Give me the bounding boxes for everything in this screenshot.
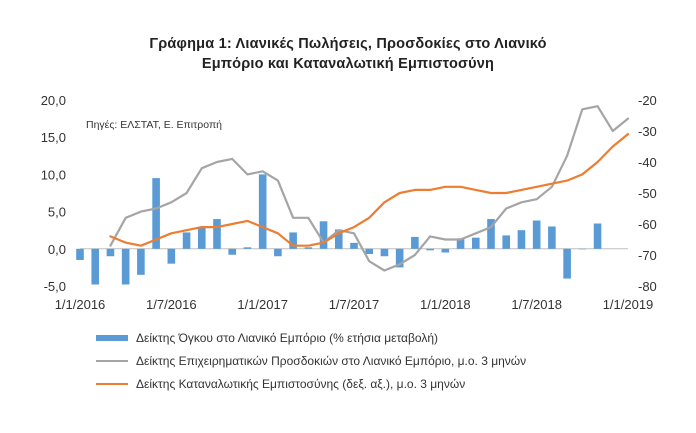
x-tick-label: 1/1/2019 [603, 297, 654, 312]
retail-volume-bar [167, 248, 176, 264]
legend-label-business-expectations: Δείκτης Επιχειρηματικών Προσδοκιών στο Λ… [136, 353, 527, 368]
retail-volume-bar [578, 248, 587, 250]
y-left-tick-label: -5,0 [44, 279, 66, 294]
retail-volume-bar [487, 219, 495, 249]
retail-volume-bar [258, 174, 267, 249]
retail-volume-bar [152, 178, 160, 249]
retail-volume-bar [471, 237, 480, 249]
retail-volume-bar [182, 232, 191, 249]
retail-volume-bar [426, 248, 434, 251]
x-tick-label: 1/7/2017 [329, 297, 380, 312]
retail-volume-bar [274, 248, 282, 257]
retail-volume-bar [593, 223, 602, 249]
legend-item-consumer-confidence: Δείκτης Καταναλωτικής Εμπιστοσύνης (δεξ.… [96, 372, 526, 395]
x-tick-label: 1/7/2016 [146, 297, 197, 312]
chart-title-line1: Γράφημα 1: Λιανικές Πωλήσεις, Προσδοκίες… [149, 36, 547, 52]
retail-volume-bar [395, 248, 404, 268]
y-right-tick-label: -50 [638, 186, 657, 201]
retail-volume-bar [121, 248, 130, 285]
retail-volume-bar [532, 220, 541, 249]
y-left-tick-label: 15,0 [41, 130, 66, 145]
y-right-tick-label: -70 [638, 248, 657, 263]
y-left-tick-label: 10,0 [41, 167, 66, 182]
chart-title: Γράφημα 1: Λιανικές Πωλήσεις, Προσδοκίες… [0, 34, 696, 74]
x-tick-label: 1/7/2018 [511, 297, 562, 312]
legend-swatch-retail-volume [96, 334, 128, 341]
retail-volume-bar [365, 248, 374, 255]
retail-volume-bar [319, 221, 328, 249]
consumer-confidence-line [109, 133, 630, 247]
y-left-tick-label: 5,0 [48, 205, 66, 220]
retail-volume-bar [304, 247, 313, 249]
x-tick-label: 1/1/2018 [420, 297, 471, 312]
y-right-tick-label: -40 [638, 155, 657, 170]
legend-swatch-consumer-confidence [96, 382, 128, 385]
retail-volume-bar [548, 226, 556, 249]
retail-volume-bar [334, 229, 343, 249]
x-tick-label: 1/1/2017 [237, 297, 288, 312]
retail-volume-bar [137, 248, 145, 275]
chart-legend: Δείκτης Όγκου στο Λιανικό Εμπόριο (% ετή… [96, 326, 526, 395]
retail-volume-bar [441, 248, 450, 253]
retail-volume-bar [106, 248, 115, 257]
retail-volume-bar [213, 219, 221, 249]
retail-volume-bar [243, 247, 252, 249]
y-right-tick-label: -20 [638, 93, 657, 108]
x-tick-label: 1/1/2016 [55, 297, 106, 312]
retail-volume-bar [517, 230, 526, 249]
legend-swatch-business-expectations [96, 359, 128, 362]
y-right-tick-label: -60 [638, 217, 657, 232]
retail-volume-bar [91, 248, 100, 285]
legend-label-retail-volume: Δείκτης Όγκου στο Λιανικό Εμπόριο (% ετή… [136, 330, 439, 345]
business-expectations-line [109, 105, 630, 272]
legend-item-business-expectations: Δείκτης Επιχειρηματικών Προσδοκιών στο Λ… [96, 349, 526, 372]
legend-label-consumer-confidence: Δείκτης Καταναλωτικής Εμπιστοσύνης (δεξ.… [136, 376, 466, 391]
y-right-tick-label: -30 [638, 124, 657, 139]
retail-volume-bar [563, 248, 571, 279]
legend-item-retail-volume: Δείκτης Όγκου στο Λιανικό Εμπόριο (% ετή… [96, 326, 526, 349]
retail-volume-bar [76, 248, 84, 260]
y-right-tick-label: -80 [638, 279, 657, 294]
retail-volume-bar [380, 248, 389, 257]
retail-volume-bar [197, 227, 206, 249]
retail-volume-bar [350, 242, 358, 249]
retail-volume-bar [456, 238, 465, 249]
y-left-tick-label: 20,0 [41, 93, 66, 108]
y-left-tick-label: 0,0 [48, 242, 66, 257]
retail-volume-bar [502, 235, 511, 249]
retail-volume-bar [411, 236, 419, 249]
source-note: Πηγές: ΕΛΣΤΑΤ, Ε. Επιτροπή [86, 119, 222, 131]
chart-title-line2: Εμπόριο και Καταναλωτική Εμπιστοσύνη [201, 56, 495, 72]
retail-volume-bar [289, 232, 297, 249]
retail-volume-bar [228, 248, 237, 255]
